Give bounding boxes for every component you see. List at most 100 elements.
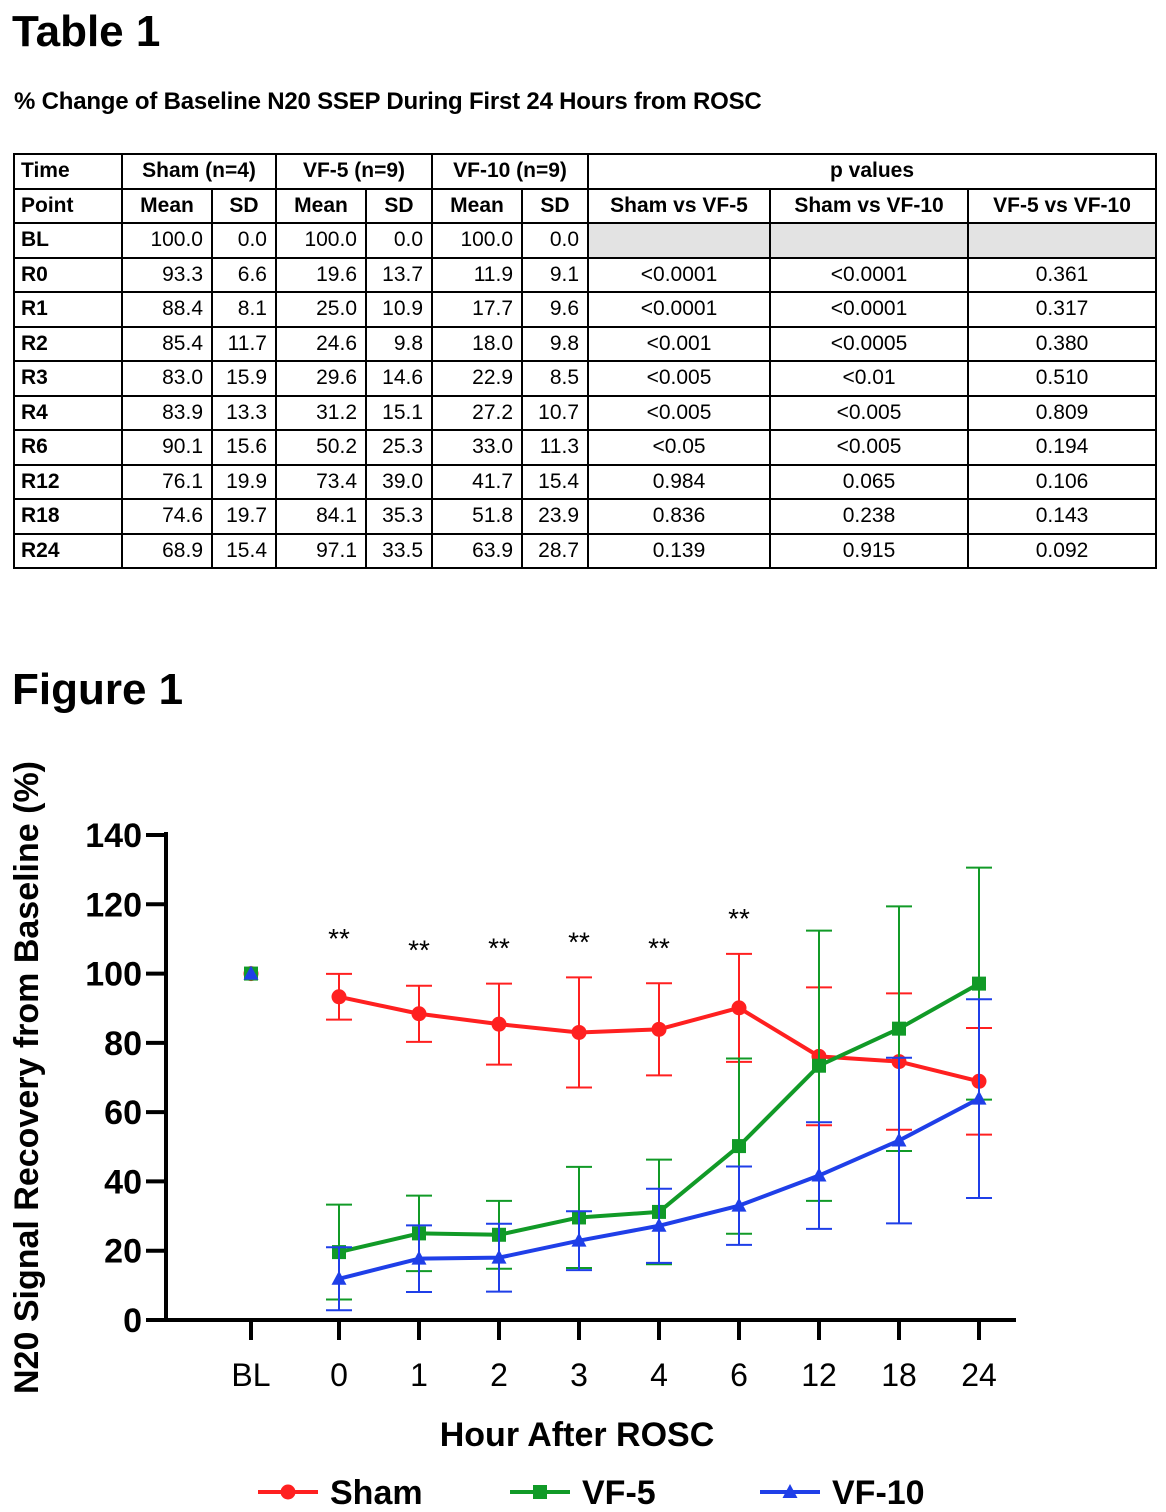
data-point-sham [331, 989, 347, 1005]
mean-cell: 25.0 [275, 291, 367, 328]
data-point-vf10 [331, 1270, 347, 1285]
x-tick-label: 0 [330, 1357, 348, 1393]
mean-cell: 73.4 [275, 463, 367, 500]
table-row: BL 100.0 0.0 100.0 0.0 100.0 0.0 [13, 222, 1158, 259]
table-row: R1 88.4 8.1 25.0 10.9 17.7 9.6 <0.0001 <0.0001 0.… [13, 291, 1158, 328]
sd-cell: 9.8 [364, 325, 434, 362]
mean-cell: 27.2 [431, 394, 524, 431]
time-point-cell: R18 [13, 498, 123, 535]
significance-marker: ** [408, 935, 430, 966]
data-point-sham [491, 1016, 507, 1032]
y-tick-label: 0 [123, 1302, 142, 1340]
p-value-cell: <0.005 [769, 429, 970, 466]
table-row: R12 76.1 19.9 73.4 39.0 41.7 15.4 0.984 0.065 0.1… [13, 463, 1158, 500]
table-row: R0 93.3 6.6 19.6 13.7 11.9 9.1 <0.0001 <0.0001 0.… [13, 256, 1158, 293]
sd-cell: 6.6 [211, 256, 277, 293]
mean-cell: 83.0 [121, 360, 213, 397]
time-point-cell: R2 [13, 325, 123, 362]
comparison-header: VF-5 vs VF-10 [967, 187, 1158, 224]
sd-cell: 8.5 [521, 360, 590, 397]
p-value-cell: 0.510 [967, 360, 1158, 397]
comparison-header: Sham vs VF-5 [587, 187, 772, 224]
p-value-cell: <0.0001 [769, 256, 970, 293]
mean-cell: 24.6 [275, 325, 367, 362]
p-value-cell: 0.915 [769, 532, 970, 569]
mean-cell: 100.0 [275, 222, 367, 259]
sd-cell: 39.0 [364, 463, 434, 500]
data-point-sham [571, 1024, 587, 1040]
y-tick-label: 120 [85, 886, 142, 924]
y-tick-label: 140 [85, 817, 142, 855]
sd-cell: 23.9 [521, 498, 590, 535]
p-value-cell: <0.005 [587, 360, 772, 397]
table-row: R18 74.6 19.7 84.1 35.3 51.8 23.9 0.836 0.238 0.1… [13, 498, 1158, 535]
time-header: Time [13, 153, 123, 190]
data-point-vf5 [892, 1021, 906, 1036]
p-value-cell [587, 222, 772, 259]
p-value-cell: <0.005 [587, 394, 772, 431]
sd-header: SD [521, 187, 590, 224]
table-row: R6 90.1 15.6 50.2 25.3 33.0 11.3 <0.05 <0.005 0.1… [13, 429, 1158, 466]
mean-cell: 84.1 [275, 498, 367, 535]
comparison-header: Sham vs VF-10 [769, 187, 970, 224]
p-value-cell: <0.0001 [587, 256, 772, 293]
mean-cell: 97.1 [275, 532, 367, 569]
x-tick-label: BL [231, 1357, 270, 1393]
sd-cell: 9.6 [521, 291, 590, 328]
sd-cell: 14.6 [364, 360, 434, 397]
mean-cell: 18.0 [431, 325, 524, 362]
p-value-cell: 0.380 [967, 325, 1158, 362]
p-value-cell: 0.143 [967, 498, 1158, 535]
sd-cell: 9.1 [521, 256, 590, 293]
mean-cell: 63.9 [431, 532, 524, 569]
sd-cell: 13.3 [211, 394, 277, 431]
sd-cell: 8.1 [211, 291, 277, 328]
mean-cell: 51.8 [431, 498, 524, 535]
p-value-cell: <0.0001 [769, 291, 970, 328]
p-value-cell [967, 222, 1158, 259]
mean-cell: 17.7 [431, 291, 524, 328]
legend-label-sham: Sham [330, 1474, 423, 1512]
data-point-vf10 [971, 1090, 987, 1105]
x-tick-label: 6 [730, 1357, 748, 1393]
mean-cell: 41.7 [431, 463, 524, 500]
sd-header: SD [211, 187, 277, 224]
p-value-cell: 0.238 [769, 498, 970, 535]
legend-marker-sham [280, 1484, 296, 1500]
p-value-cell: 0.361 [967, 256, 1158, 293]
mean-header: Mean [275, 187, 367, 224]
x-tick-label: 18 [881, 1357, 917, 1393]
mean-cell: 85.4 [121, 325, 213, 362]
data-point-vf10 [731, 1197, 747, 1212]
data-point-sham [651, 1021, 667, 1037]
significance-marker: ** [568, 926, 590, 957]
y-tick-label: 80 [104, 1025, 142, 1063]
y-tick-label: 60 [104, 1094, 142, 1132]
time-point-cell: R12 [13, 463, 123, 500]
table-row: R3 83.0 15.9 29.6 14.6 22.9 8.5 <0.005 <0.01 0.51… [13, 360, 1158, 397]
sd-cell: 15.4 [211, 532, 277, 569]
time-point-cell: R0 [13, 256, 123, 293]
y-tick-label: 100 [85, 956, 142, 994]
p-value-cell: 0.984 [587, 463, 772, 500]
data-point-vf10 [491, 1249, 507, 1264]
x-tick-label: 1 [410, 1357, 428, 1393]
sd-cell: 19.9 [211, 463, 277, 500]
time-point-cell: R24 [13, 532, 123, 569]
p-value-cell [769, 222, 970, 259]
sd-cell: 28.7 [521, 532, 590, 569]
mean-cell: 76.1 [121, 463, 213, 500]
significance-marker: ** [328, 923, 350, 954]
data-point-vf10 [811, 1167, 827, 1182]
data-point-sham [731, 1000, 747, 1016]
mean-cell: 100.0 [121, 222, 213, 259]
data-point-vf10 [243, 965, 259, 980]
mean-cell: 90.1 [121, 429, 213, 466]
legend-label-vf5: VF-5 [582, 1474, 656, 1512]
sd-cell: 33.5 [364, 532, 434, 569]
sd-cell: 0.0 [211, 222, 277, 259]
data-point-vf5 [812, 1058, 826, 1073]
figure-heading: Figure 1 [12, 665, 184, 714]
mean-cell: 31.2 [275, 394, 367, 431]
